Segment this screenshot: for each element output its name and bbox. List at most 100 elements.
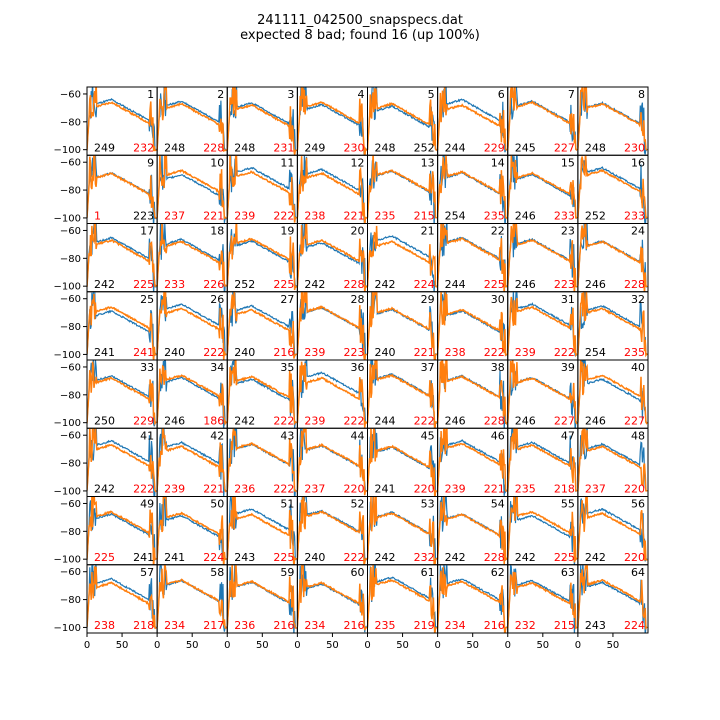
series-a-line — [577, 155, 648, 224]
panel-right-count: 228 — [344, 278, 365, 291]
series-a-line — [507, 291, 578, 357]
series-b-line — [227, 87, 297, 156]
panel-right-count: 225 — [273, 278, 294, 291]
panel-right-count: 221 — [203, 483, 224, 496]
series-b-line — [87, 293, 157, 360]
y-tick-label: −60 — [60, 226, 81, 237]
panel-id-label: 53 — [421, 498, 435, 511]
panel-left-count: 249 — [304, 141, 325, 154]
series-b-line — [577, 155, 648, 220]
x-tick-label: 50 — [186, 640, 199, 651]
series-a-line — [577, 428, 648, 492]
panel-right-count: 222 — [554, 346, 575, 359]
x-tick-label: 0 — [575, 640, 581, 651]
panel: 26 240 222 — [156, 291, 228, 361]
series-a-line — [437, 437, 508, 496]
y-tick-label: −80 — [60, 186, 81, 197]
panel-id-label: 33 — [140, 361, 154, 374]
series-b-line — [577, 496, 648, 561]
series-b-line — [507, 360, 578, 425]
panel-right-count: 218 — [554, 483, 575, 496]
panel-id-label: 11 — [280, 156, 294, 169]
series-b-line — [437, 155, 508, 220]
series-b-line — [297, 223, 368, 292]
panel-id-label: 32 — [631, 293, 645, 306]
panel-left-count: 252 — [585, 210, 606, 223]
panel-right-count: 231 — [273, 141, 294, 154]
panel: 3 248 231 — [226, 86, 298, 156]
panel: 40 246 227 — [577, 359, 649, 429]
panel-right-count: 223 — [554, 278, 575, 291]
panel-right-count: 220 — [624, 483, 645, 496]
series-b-line — [297, 428, 368, 496]
panel-right-count: 215 — [554, 619, 575, 632]
series-b-line — [157, 496, 227, 565]
series-b-line — [507, 571, 578, 630]
panel-left-count: 238 — [94, 619, 115, 632]
panel-left-count: 242 — [304, 278, 325, 291]
x-tick-label: 50 — [256, 640, 269, 651]
panel-right-count: 221 — [344, 210, 365, 223]
y-tick-label: −60 — [60, 567, 81, 578]
panel-left-count: 225 — [94, 551, 115, 564]
panel: 19 252 225 — [226, 223, 298, 293]
series-b-line — [297, 361, 368, 428]
series-b-line — [577, 428, 648, 492]
panel-right-count: 223 — [344, 346, 365, 359]
series-b-line — [157, 364, 228, 426]
panel-left-count: 240 — [164, 346, 185, 359]
series-b-line — [227, 428, 297, 493]
panel-left-count: 239 — [304, 414, 325, 427]
panel-right-count: 225 — [133, 278, 154, 291]
panel-id-label: 7 — [568, 88, 575, 101]
panel-right-count: 222 — [484, 346, 505, 359]
panel-left-count: 240 — [304, 551, 325, 564]
series-b-line — [157, 87, 228, 153]
panel-right-count: 232 — [133, 141, 154, 154]
y-tick-label: −80 — [60, 322, 81, 333]
series-b-line — [87, 428, 157, 493]
series-b-line — [507, 87, 578, 152]
panel-left-count: 244 — [445, 141, 466, 154]
panel-id-label: 27 — [280, 293, 294, 306]
panel-left-count: 235 — [375, 619, 396, 632]
panel-id-label: 44 — [351, 429, 365, 442]
panel-left-count: 237 — [304, 483, 325, 496]
panel-right-count: 221 — [484, 483, 505, 496]
panel-right-count: 215 — [414, 210, 435, 223]
panel-right-count: 230 — [344, 141, 365, 154]
panel-left-count: 246 — [515, 278, 536, 291]
y-tick-label: −80 — [60, 117, 81, 128]
series-b-line — [437, 223, 508, 292]
series-a-line — [297, 360, 368, 424]
y-tick-label: −100 — [54, 213, 81, 224]
panel-left-count: 237 — [585, 483, 606, 496]
panel-left-count: 233 — [164, 278, 185, 291]
panel-id-label: 55 — [561, 498, 575, 511]
series-b-line — [227, 564, 298, 629]
panel-left-count: 242 — [375, 551, 396, 564]
panel: 31 239 222 — [507, 291, 579, 361]
series-b-line — [367, 225, 438, 288]
x-tick-label: 50 — [396, 640, 409, 651]
panel-right-count: 222 — [273, 483, 294, 496]
panel-left-count: 240 — [234, 346, 255, 359]
panel-left-count: 1 — [94, 210, 101, 223]
panel: 24 246 228 — [577, 223, 649, 293]
x-tick-label: 0 — [505, 640, 511, 651]
panel-id-label: 63 — [561, 566, 575, 579]
panel-left-count: 238 — [445, 346, 466, 359]
panel: 60 234 216 0 50 — [294, 564, 368, 651]
figure-subtitle: expected 8 bad; found 16 (up 100%) — [240, 28, 480, 43]
panel-right-count: 219 — [414, 619, 435, 632]
panel-id-label: 35 — [280, 361, 294, 374]
panel-left-count: 245 — [515, 141, 536, 154]
series-a-line — [157, 428, 227, 497]
x-tick-label: 0 — [154, 640, 160, 651]
panel-right-count: 227 — [624, 414, 645, 427]
series-a-line — [367, 87, 438, 151]
series-b-line — [507, 496, 578, 563]
panel-left-count: 234 — [164, 619, 185, 632]
